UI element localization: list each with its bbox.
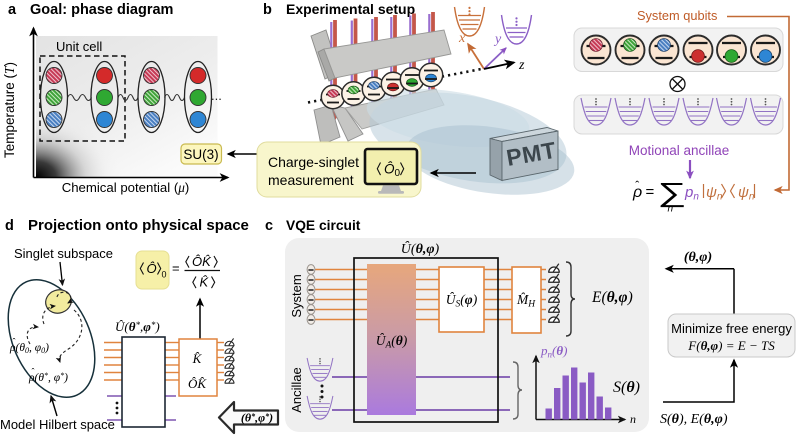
svg-text:ρ: ρ: [632, 184, 642, 201]
svg-text:Chemical potential (μ): Chemical potential (μ): [62, 180, 190, 195]
svg-text:=: =: [646, 184, 655, 201]
svg-text:SU(3): SU(3): [183, 147, 218, 162]
svg-text:n: n: [668, 204, 674, 215]
svg-text:ÔK̂: ÔK̂: [192, 254, 212, 269]
svg-text:System qubits: System qubits: [637, 8, 717, 23]
svg-text:Motional ancillae: Motional ancillae: [629, 143, 730, 158]
svg-text:ˆ: ˆ: [635, 179, 639, 193]
svg-text:Minimize free energy: Minimize free energy: [671, 321, 792, 336]
svg-text:0: 0: [162, 270, 167, 280]
svg-text:z: z: [518, 58, 525, 73]
svg-text:Goal: phase diagram: Goal: phase diagram: [30, 2, 173, 18]
svg-text:y: y: [493, 32, 502, 47]
svg-text:(θ,φ): (θ,φ): [684, 250, 712, 265]
svg-text:(θ*,φ*): (θ*,φ*): [241, 411, 273, 425]
svg-text:Unit cell: Unit cell: [56, 39, 102, 54]
svg-text:Projection onto physical space: Projection onto physical space: [28, 217, 249, 234]
svg-text:ÔK̂: ÔK̂: [188, 376, 207, 391]
svg-text:=: =: [172, 261, 180, 276]
svg-text:x: x: [458, 31, 466, 46]
svg-text:Ancillae: Ancillae: [289, 367, 304, 413]
svg-text:VQE circuit: VQE circuit: [286, 218, 361, 233]
svg-text:a: a: [8, 2, 17, 18]
svg-text:d: d: [5, 218, 14, 234]
svg-text:Û(θ,φ): Û(θ,φ): [401, 240, 440, 257]
svg-text:ÛA(θ): ÛA(θ): [376, 333, 408, 351]
svg-text:Experimental setup: Experimental setup: [286, 1, 415, 17]
svg-text:Singlet subspace: Singlet subspace: [14, 246, 113, 261]
svg-text:S(θ): S(θ): [613, 379, 640, 396]
svg-text:K̂: K̂: [192, 351, 203, 366]
svg-text:ˆ: ˆ: [13, 337, 16, 347]
svg-text:ˆ: ˆ: [32, 367, 35, 377]
svg-text:Temperature (T): Temperature (T): [2, 62, 17, 158]
svg-text:b: b: [263, 2, 272, 18]
svg-text:Û(θ*,φ*): Û(θ*,φ*): [115, 319, 160, 334]
svg-text:n: n: [630, 412, 636, 426]
svg-text:ÛS(φ): ÛS(φ): [446, 292, 478, 310]
svg-text:pn(θ): pn(θ): [540, 343, 567, 360]
svg-text:E(θ,φ): E(θ,φ): [591, 289, 633, 306]
svg-text:Ô: Ô: [147, 261, 157, 276]
svg-text:c: c: [265, 218, 273, 234]
svg-text:Model Hilbert space: Model Hilbert space: [0, 417, 115, 432]
svg-text:F(θ,φ) = E − TS: F(θ,φ) = E − TS: [687, 338, 775, 353]
svg-text:S(θ), E(θ,φ): S(θ), E(θ,φ): [660, 412, 728, 427]
svg-text:measurement: measurement: [268, 172, 354, 188]
svg-text:System: System: [289, 274, 304, 317]
svg-text:K̂: K̂: [200, 274, 210, 289]
svg-text:ρ(θ*, φ*): ρ(θ*, φ*): [28, 371, 68, 384]
svg-text:...: ...: [211, 88, 222, 103]
svg-text:Charge-singlet: Charge-singlet: [268, 154, 359, 170]
svg-text:∑: ∑: [658, 178, 687, 208]
svg-text:ρ(θ0, φ0): ρ(θ0, φ0): [9, 342, 49, 355]
